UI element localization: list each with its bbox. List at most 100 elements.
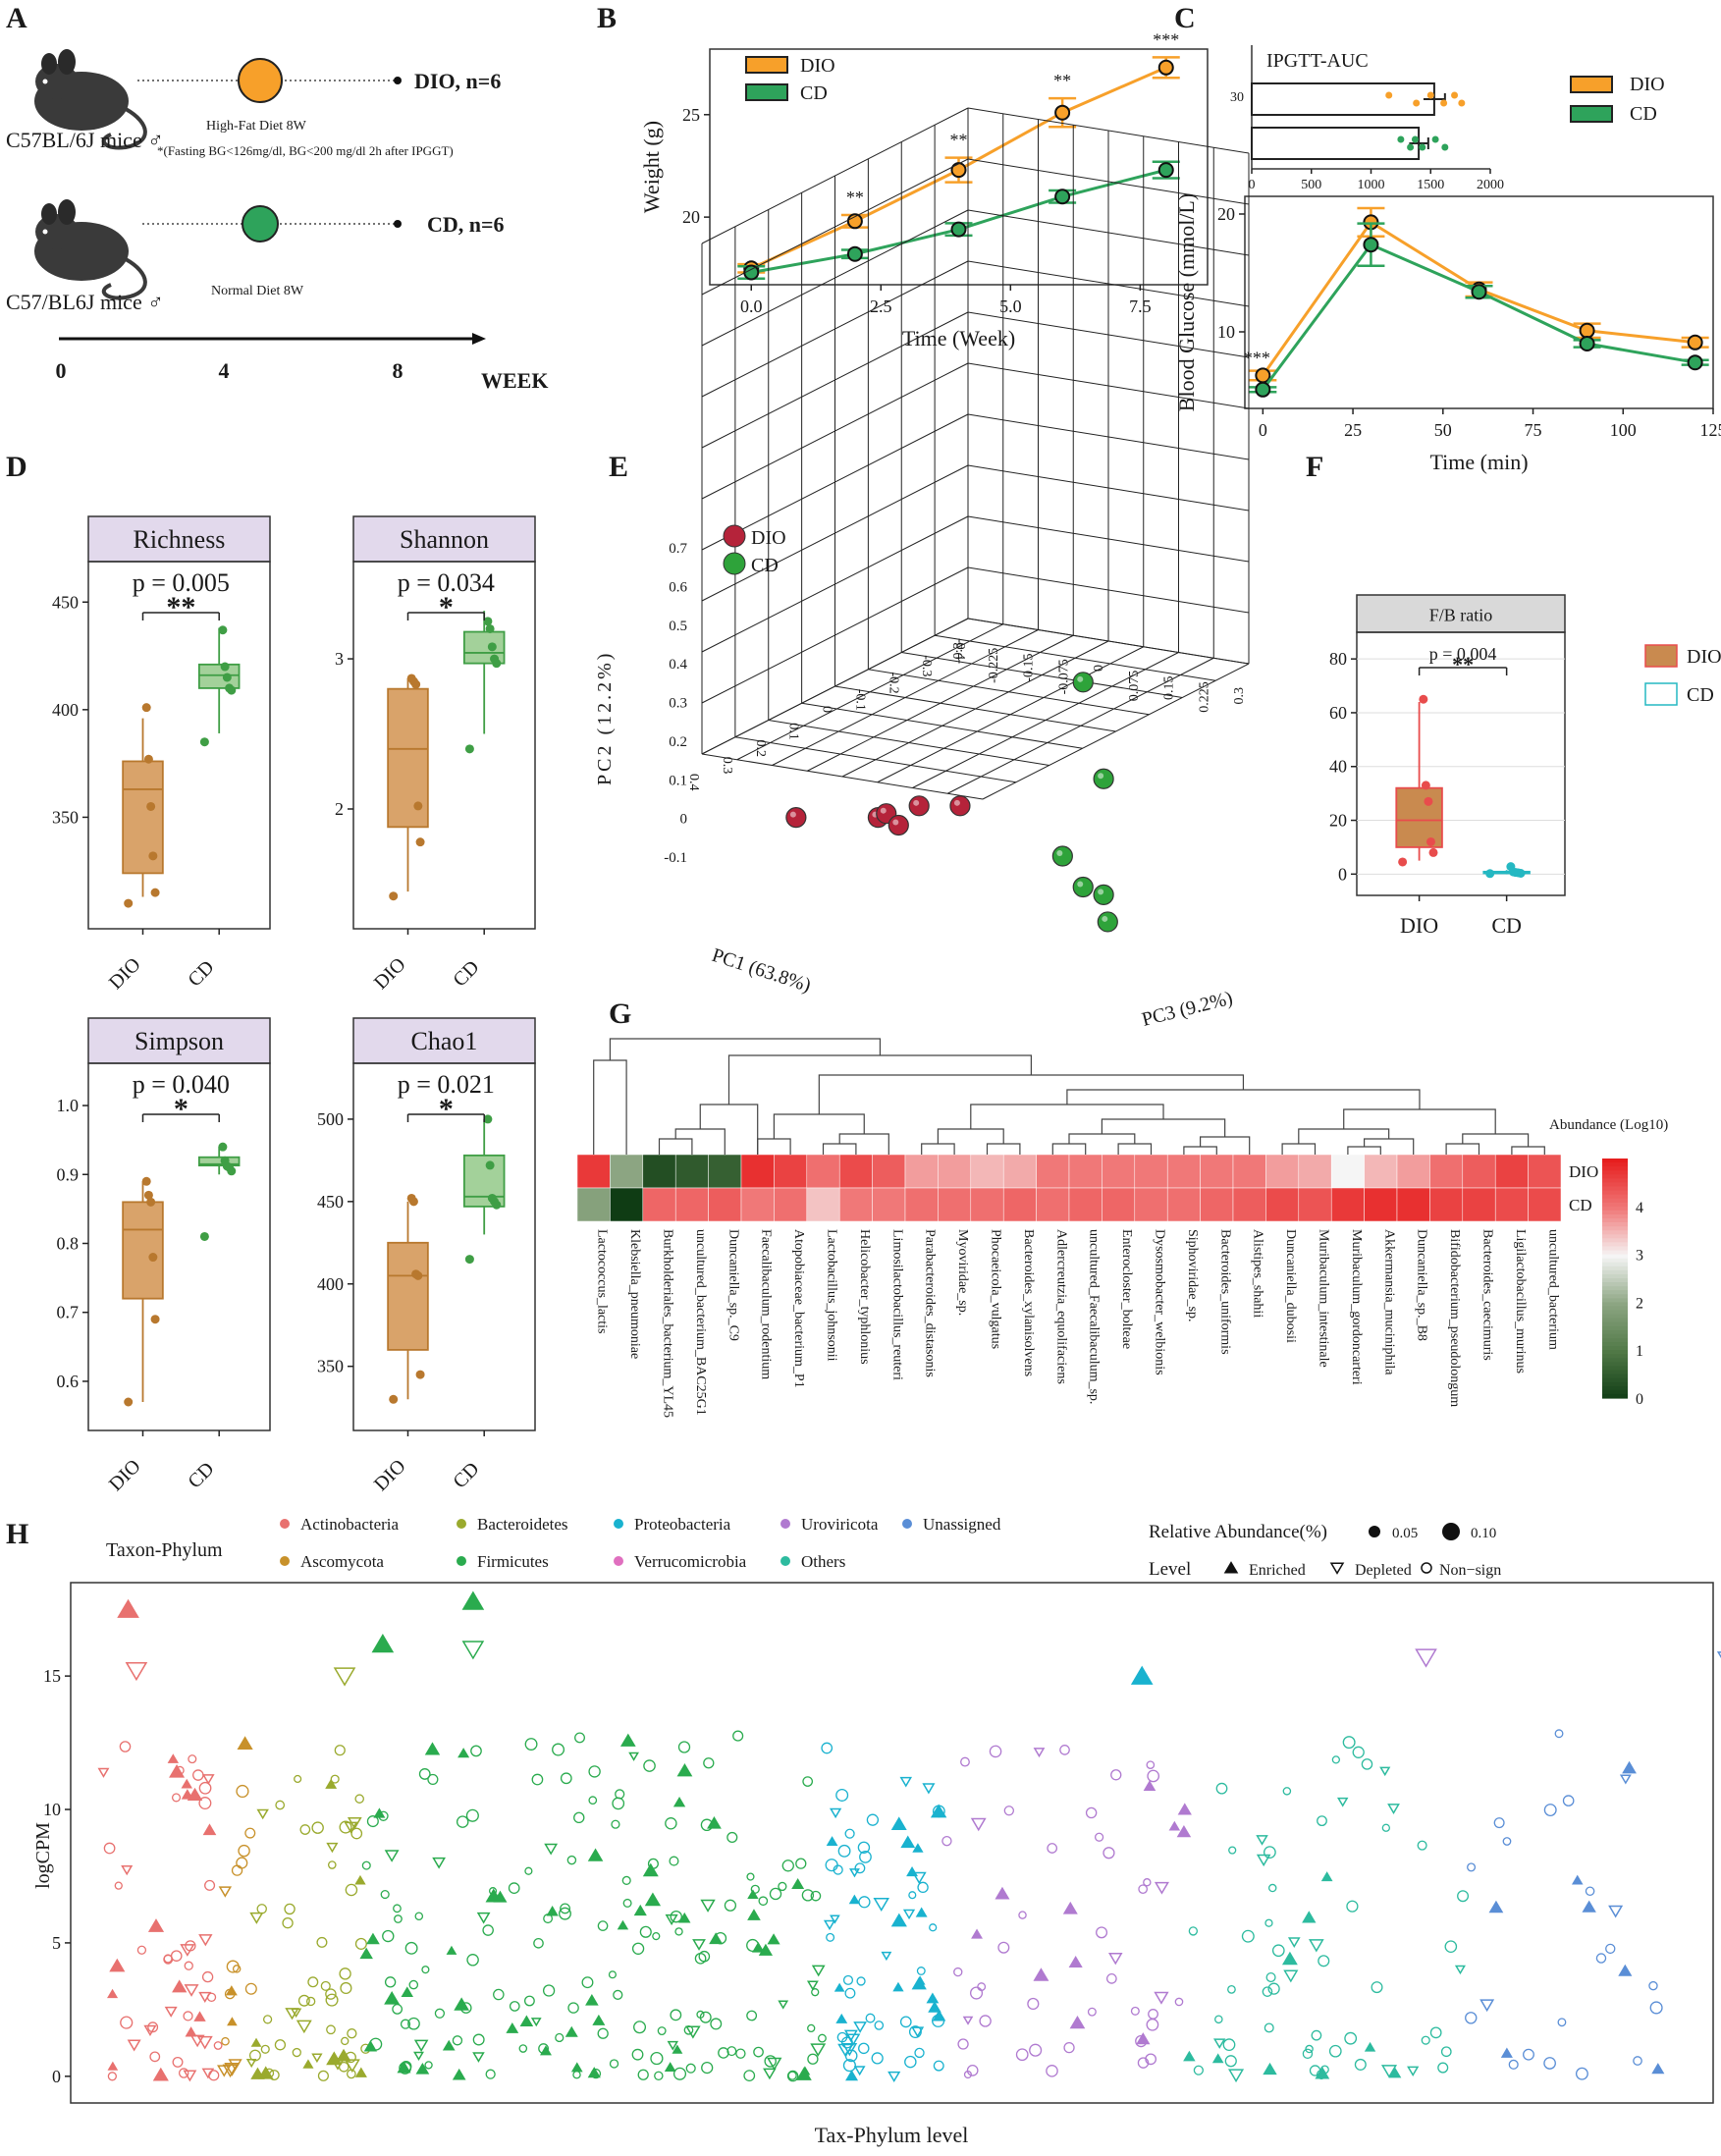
heatmap-column-label: Duncaniella_sp._C9 [726, 1229, 740, 1341]
manhattan-point-enriched [926, 1992, 940, 2004]
manhattan-point-depleted [1256, 1835, 1268, 1846]
heatmap-cell [1528, 1154, 1562, 1189]
manhattan-point-depleted [1154, 1991, 1169, 2005]
heatmap-column-label: Muribaculum_gordoncarteri [1349, 1229, 1364, 1385]
manhattan-point-nonsign [714, 1931, 727, 1945]
manhattan-point-nonsign [1267, 1883, 1277, 1893]
manhattan-point-nonsign [856, 1976, 866, 1986]
panel-label-d: D [6, 451, 27, 483]
manhattan-point-depleted [1479, 1999, 1495, 2013]
manhattan-point-nonsign [414, 1912, 424, 1921]
heatmap-legend-title: Abundance (Log10) [1549, 1117, 1668, 1133]
fb-ratio-box-pvalue: p = 0.004 [1429, 644, 1497, 664]
pcoa-xtick-label: 0.2 [753, 740, 768, 758]
heatmap-colorbar-tick: 4 [1636, 1200, 1643, 1216]
manhattan-point-enriched [193, 2011, 206, 2021]
auc-point-cd [1407, 143, 1415, 151]
manhattan-point-enriched [546, 1906, 559, 1916]
weight-chart-line-cd [750, 168, 1167, 274]
manhattan-point-nonsign [566, 1855, 577, 1865]
manhattan-point-enriched [796, 2067, 812, 2080]
manhattan-point-enriched [424, 1742, 441, 1755]
manhattan-point-nonsign [408, 1979, 419, 1990]
manhattan-point-nonsign [1502, 1837, 1512, 1846]
pcoa-point-cd [1097, 911, 1118, 933]
manhattan-point-nonsign [192, 1769, 204, 1781]
heatmap-cell [740, 1154, 775, 1189]
manhattan-point-nonsign [1188, 1926, 1199, 1936]
pcoa-point-highlight [1077, 881, 1084, 888]
manhattan-point-nonsign [613, 1989, 623, 2000]
pcoa-ztick-label: -0.225 [987, 648, 1001, 683]
heatmap-cell [1494, 1154, 1529, 1189]
heatmap-column-label: Atopobiaceae_bacterium_P1 [791, 1229, 806, 1388]
auc-xtick-label: 1000 [1358, 178, 1385, 192]
manhattan-point-nonsign [1467, 1862, 1477, 1872]
manhattan-point-nonsign [171, 1793, 182, 1803]
manhattan-point-nonsign [1214, 2015, 1223, 2024]
manhattan-point-depleted [1407, 2066, 1420, 2076]
manhattan-point-nonsign [743, 2070, 756, 2082]
manhattan-point-nonsign [1317, 1815, 1327, 1827]
panel-label-e: E [609, 451, 628, 483]
manhattan-point-nonsign [811, 1988, 820, 1997]
pcoa-ylabel: PC2 (12.2%) [594, 651, 616, 785]
manhattan-point-nonsign [198, 1781, 212, 1795]
heatmap-colorbar-step [1602, 1381, 1628, 1387]
heatmap-dendrogram [593, 1038, 1545, 1155]
manhattan-point-enriched [109, 1958, 126, 1972]
manhattan-point-nonsign [753, 2046, 764, 2058]
manhattan-point-nonsign [1437, 2062, 1449, 2074]
manhattan-point-depleted [881, 1951, 892, 1962]
manhattan-point-enriched [1069, 2015, 1086, 2029]
manhattan-point-enriched [1177, 1803, 1192, 1815]
glucose-chart-xtick-label: 25 [1344, 420, 1362, 440]
manhattan-point-enriched [1168, 1820, 1181, 1831]
manhattan-point-enriched [107, 2061, 119, 2071]
manhattan-point-nonsign [238, 1844, 250, 1858]
manhattan-point-nonsign [622, 1898, 632, 1908]
heatmap-colorbar-step [1602, 1234, 1628, 1239]
auc-ytick-label: 30 [1230, 90, 1244, 105]
manhattan-point-depleted [432, 1857, 446, 1869]
weight-significance: ** [950, 131, 968, 150]
glucose-chart-point-dio [1687, 334, 1703, 350]
manhattan-point-enriched [237, 1736, 253, 1751]
shannon-box-point-dio [406, 674, 416, 683]
manhattan-point-nonsign [746, 1872, 755, 1881]
weight-chart-xlabel: Time (Week) [902, 326, 1015, 350]
manhattan-point-nonsign [917, 1881, 929, 1894]
chao1-box-point-dio [415, 1370, 425, 1379]
auc-point-dio [1426, 91, 1434, 99]
manhattan-legend-phylum: Ascomycota [300, 1552, 384, 1571]
heatmap-column-label: uncultured_bacterium [1545, 1229, 1560, 1350]
auc-xtick-label: 500 [1301, 178, 1321, 192]
fb-legend-cd: CD [1687, 684, 1714, 706]
pcoa-legend-marker-dio [723, 524, 746, 548]
manhattan-point-enriched [1388, 2067, 1402, 2078]
manhattan-point-nonsign [865, 2013, 876, 2023]
chao1-box-strip [352, 1017, 536, 1064]
manhattan-point-nonsign [1222, 2038, 1236, 2052]
manhattan-point-nonsign [204, 1879, 216, 1891]
heatmap-colorbar-step [1602, 1306, 1628, 1312]
panel-label-h: H [6, 1518, 28, 1550]
manhattan-point-enriched [366, 1932, 380, 1945]
heatmap-cell [576, 1154, 611, 1189]
week-tick: 4 [219, 358, 230, 383]
manhattan-legend-swatch [614, 1556, 623, 1566]
heatmap-colorbar-step [1602, 1338, 1628, 1343]
manhattan-point-depleted [290, 2008, 302, 2019]
manhattan-point-enriched [676, 1763, 693, 1777]
manhattan-point-nonsign [361, 1860, 371, 1870]
heatmap-colorbar-step [1602, 1254, 1628, 1260]
manhattan-point-depleted [685, 2025, 701, 2039]
manhattan-highlight-depleted [461, 1641, 485, 1660]
manhattan-point-nonsign [1311, 2029, 1322, 2041]
pcoa-ztick-label: 0.3 [1232, 687, 1247, 705]
fb-ratio-box-ytick-label: 60 [1329, 703, 1347, 723]
glucose-legend-dio: DIO [1630, 74, 1665, 95]
manhattan-point-nonsign [581, 1976, 594, 1989]
heatmap-cell [1068, 1187, 1103, 1222]
manhattan-point-nonsign [732, 1730, 744, 1742]
